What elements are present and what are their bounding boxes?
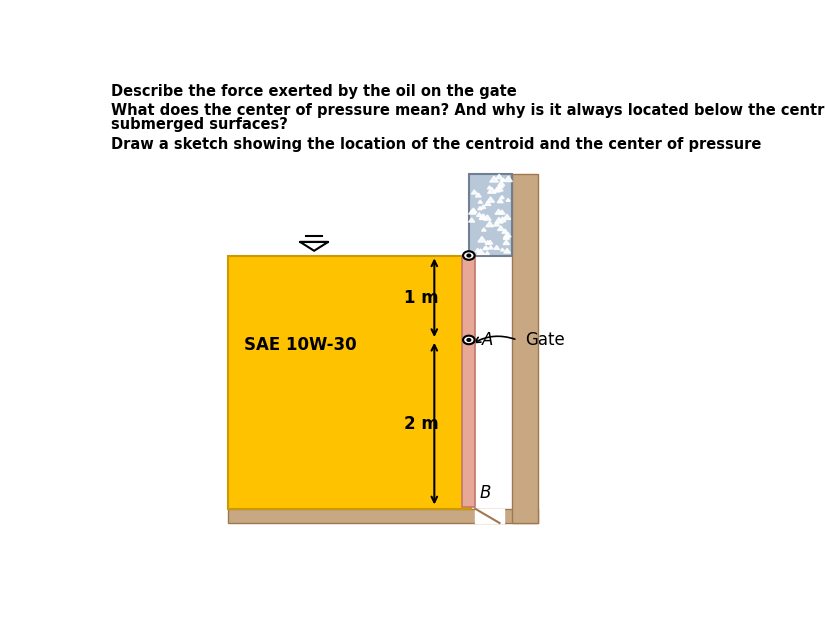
Polygon shape: [486, 222, 493, 226]
Polygon shape: [503, 240, 510, 244]
Polygon shape: [493, 222, 500, 226]
Polygon shape: [504, 176, 512, 181]
Polygon shape: [504, 249, 511, 253]
Polygon shape: [500, 196, 504, 199]
Polygon shape: [475, 193, 481, 197]
Polygon shape: [475, 248, 480, 252]
Text: What does the center of pressure mean? And why is it always located below the ce: What does the center of pressure mean? A…: [111, 104, 825, 118]
Polygon shape: [485, 241, 491, 244]
Polygon shape: [499, 217, 506, 222]
Text: B: B: [479, 484, 490, 502]
Bar: [512, 174, 538, 523]
Polygon shape: [478, 236, 486, 242]
Polygon shape: [488, 186, 492, 189]
Polygon shape: [300, 242, 328, 251]
Polygon shape: [497, 181, 505, 186]
Polygon shape: [478, 207, 483, 210]
Polygon shape: [484, 201, 491, 205]
Polygon shape: [482, 228, 486, 231]
Polygon shape: [497, 226, 504, 231]
Polygon shape: [477, 249, 484, 254]
Polygon shape: [470, 208, 477, 213]
Polygon shape: [500, 178, 504, 181]
Polygon shape: [485, 251, 489, 254]
Polygon shape: [496, 186, 503, 191]
Polygon shape: [502, 229, 508, 233]
Bar: [228, 255, 471, 509]
Polygon shape: [493, 188, 500, 192]
Text: Draw a sketch showing the location of the centroid and the center of pressure: Draw a sketch showing the location of th…: [111, 137, 761, 152]
Polygon shape: [495, 209, 502, 214]
Text: SAE 10W-30: SAE 10W-30: [244, 336, 356, 354]
Polygon shape: [477, 213, 482, 217]
Polygon shape: [483, 215, 491, 220]
Polygon shape: [478, 200, 483, 203]
Text: Gate: Gate: [525, 331, 565, 349]
Polygon shape: [479, 215, 485, 220]
Polygon shape: [488, 188, 496, 193]
Polygon shape: [479, 214, 487, 219]
Polygon shape: [501, 178, 506, 181]
Polygon shape: [505, 233, 512, 237]
Polygon shape: [490, 176, 498, 182]
Polygon shape: [496, 174, 502, 179]
Polygon shape: [503, 234, 509, 238]
Polygon shape: [488, 246, 493, 249]
Polygon shape: [471, 190, 478, 194]
Polygon shape: [497, 186, 502, 189]
Polygon shape: [469, 209, 476, 214]
Circle shape: [463, 251, 474, 260]
Polygon shape: [501, 248, 504, 251]
Polygon shape: [506, 199, 510, 201]
Circle shape: [467, 339, 471, 341]
Polygon shape: [488, 240, 493, 244]
Polygon shape: [483, 246, 488, 249]
Polygon shape: [499, 210, 505, 214]
Polygon shape: [487, 197, 494, 202]
Polygon shape: [499, 185, 503, 188]
Text: 2 m: 2 m: [404, 415, 439, 433]
Circle shape: [467, 254, 471, 257]
Bar: [463, 255, 475, 507]
Polygon shape: [503, 235, 509, 239]
Polygon shape: [469, 218, 474, 222]
Text: 1 m: 1 m: [404, 289, 439, 307]
Polygon shape: [497, 199, 503, 203]
Text: submerged surfaces?: submerged surfaces?: [111, 117, 288, 132]
Bar: [469, 174, 512, 255]
Polygon shape: [481, 205, 486, 209]
Polygon shape: [475, 509, 504, 523]
Polygon shape: [503, 214, 511, 220]
Circle shape: [463, 336, 474, 344]
Polygon shape: [495, 217, 503, 223]
Text: Describe the force exerted by the oil on the gate: Describe the force exerted by the oil on…: [111, 85, 517, 99]
Polygon shape: [494, 246, 499, 249]
Text: A: A: [483, 331, 493, 349]
Bar: [228, 509, 538, 523]
Polygon shape: [483, 246, 488, 249]
